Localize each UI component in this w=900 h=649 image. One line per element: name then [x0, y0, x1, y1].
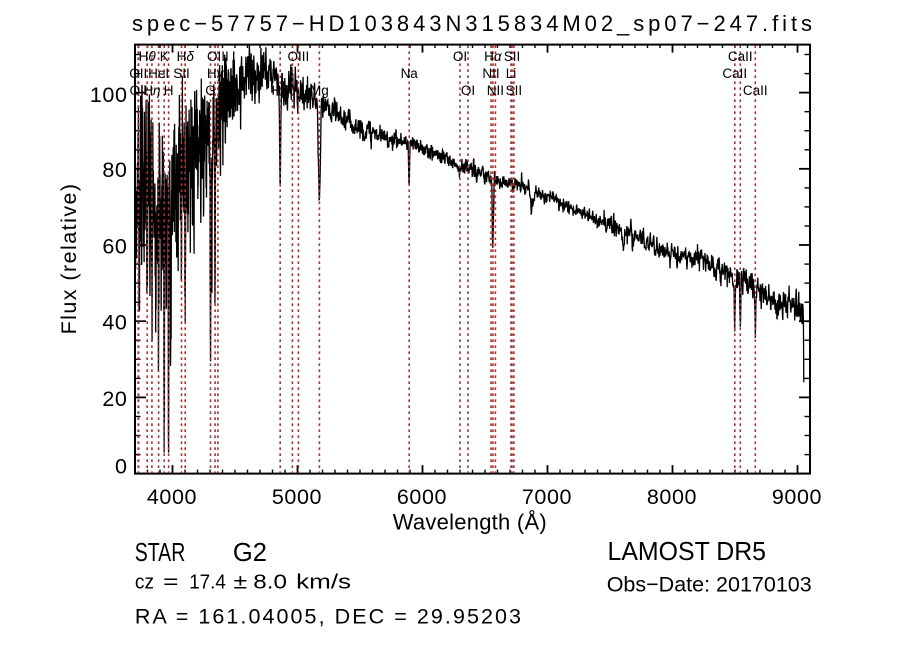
svg-text:Flux (relative): Flux (relative)	[57, 184, 81, 335]
svg-text:spec−57757−HD103843N315834M02_: spec−57757−HD103843N315834M02_sp07−247.f…	[132, 11, 812, 36]
svg-text:CaII: CaII	[743, 83, 768, 98]
svg-text:Wavelength (Å): Wavelength (Å)	[393, 510, 547, 535]
svg-text:6000: 6000	[397, 485, 447, 509]
svg-text:H: H	[164, 83, 174, 98]
svg-text:9000: 9000	[772, 485, 822, 509]
svg-text:LAMOST DR5: LAMOST DR5	[608, 536, 767, 566]
svg-text:40: 40	[102, 311, 127, 335]
svg-text:17.4: 17.4	[189, 572, 226, 594]
svg-text:HeI: HeI	[148, 66, 169, 81]
svg-text:OIII: OIII	[207, 49, 229, 64]
svg-text:G: G	[205, 83, 216, 98]
svg-text:Obs−Date: 20170103: Obs−Date: 20170103	[607, 573, 812, 597]
svg-text:8.0: 8.0	[253, 571, 287, 594]
svg-text:OI: OI	[461, 83, 475, 98]
svg-text:NII: NII	[482, 66, 499, 81]
svg-text:0: 0	[115, 455, 128, 479]
svg-text:±: ±	[234, 572, 248, 594]
svg-text:G2: G2	[233, 537, 267, 567]
svg-text:CaII: CaII	[728, 49, 753, 64]
svg-text:K: K	[160, 49, 169, 64]
svg-text:80: 80	[102, 158, 127, 182]
svg-text:Hγ: Hγ	[207, 66, 225, 81]
svg-text:100: 100	[90, 83, 128, 107]
svg-text:5000: 5000	[272, 485, 322, 509]
svg-text:OI: OI	[453, 49, 467, 64]
svg-text:CaII: CaII	[722, 66, 747, 81]
svg-text:Hα: Hα	[484, 49, 503, 64]
svg-text:Na: Na	[401, 66, 419, 81]
svg-text:=: =	[163, 572, 178, 594]
svg-text:SII: SII	[504, 49, 521, 64]
svg-text:7000: 7000	[522, 485, 572, 509]
svg-text:Mg: Mg	[310, 83, 329, 98]
svg-text:Li: Li	[506, 66, 517, 81]
svg-text:OII: OII	[130, 83, 148, 98]
svg-text:Hθ: Hθ	[139, 49, 157, 64]
svg-text:60: 60	[102, 234, 127, 258]
svg-text:NII: NII	[487, 83, 504, 98]
svg-text:20: 20	[102, 387, 127, 411]
svg-text:OIII: OIII	[288, 49, 310, 64]
svg-text:RA = 161.04005, DEC = 29.9520: RA = 161.04005, DEC = 29.95203	[135, 605, 521, 629]
svg-text:cz: cz	[135, 572, 154, 594]
svg-text:Hδ: Hδ	[177, 49, 195, 64]
svg-text:SII: SII	[506, 83, 523, 98]
svg-text:Hη: Hη	[143, 83, 160, 98]
svg-text:km/s: km/s	[296, 571, 351, 594]
svg-text:SII: SII	[173, 66, 190, 81]
svg-text:8000: 8000	[647, 485, 697, 509]
svg-text:OII: OII	[129, 66, 147, 81]
svg-text:4000: 4000	[147, 485, 197, 509]
svg-text:Hβ: Hβ	[271, 83, 289, 98]
svg-text:STAR: STAR	[135, 537, 186, 567]
